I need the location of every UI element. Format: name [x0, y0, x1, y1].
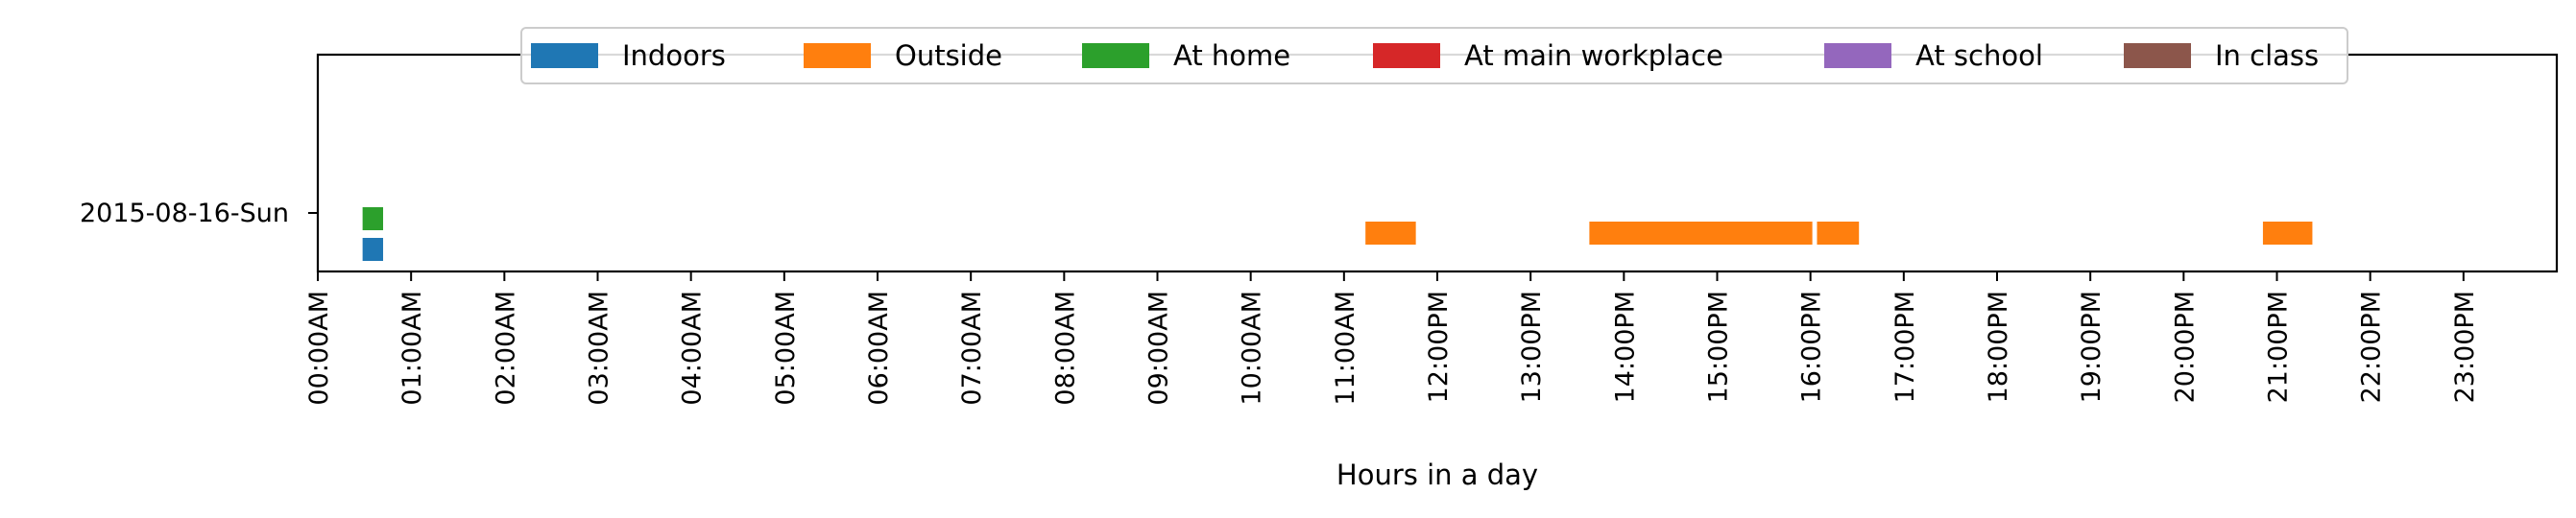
legend-swatch-indoors [531, 43, 598, 68]
legend-swatch-at-home [1082, 43, 1149, 68]
x-tick-label: 08:00AM [1050, 291, 1080, 406]
x-tick-label: 14:00PM [1610, 291, 1640, 403]
legend-swatch-at-main-workplace [1373, 43, 1440, 68]
x-tick-label: 01:00AM [397, 291, 427, 406]
legend: Indoors Outside At home At main workplace At… [520, 27, 2348, 84]
x-tick-label: 18:00PM [1984, 291, 2013, 403]
x-tick-label: 05:00AM [771, 291, 801, 406]
x-tick-label: 03:00AM [585, 291, 614, 406]
x-tick-label: 02:00AM [491, 291, 520, 406]
bar-outside-3 [2262, 222, 2313, 245]
legend-label-in-class: In class [2215, 39, 2319, 72]
x-tick-label: 10:00AM [1238, 291, 1267, 406]
x-tick-label: 21:00PM [2264, 291, 2294, 403]
x-tick-label: 12:00PM [1424, 291, 1454, 403]
plot-frame [316, 53, 2559, 273]
x-tick-label: 16:00PM [1797, 291, 1827, 403]
legend-label-at-school: At school [1915, 39, 2043, 72]
legend-label-at-home: At home [1173, 39, 1290, 72]
bar-outside-1 [1589, 222, 1813, 245]
bar-indoors-0 [362, 238, 384, 261]
x-tick-label: 07:00AM [957, 291, 987, 406]
legend-swatch-outside [804, 43, 871, 68]
x-tick-label: 06:00AM [864, 291, 894, 406]
x-tick-label: 11:00AM [1331, 291, 1360, 406]
x-tick-label: 17:00PM [1890, 291, 1920, 403]
x-tick-label: 15:00PM [1704, 291, 1734, 403]
x-axis-title: Hours in a day [1336, 459, 1538, 491]
x-tick-label: 00:00AM [304, 291, 334, 406]
bar-at-home-0 [362, 207, 384, 230]
x-tick-label: 13:00PM [1517, 291, 1547, 403]
legend-label-indoors: Indoors [622, 39, 726, 72]
bar-outside-2 [1817, 222, 1860, 245]
legend-label-at-main-workplace: At main workplace [1464, 39, 1723, 72]
x-tick-label: 09:00AM [1144, 291, 1174, 406]
x-tick-label: 04:00AM [678, 291, 708, 406]
legend-swatch-at-school [1824, 43, 1891, 68]
legend-swatch-in-class [2124, 43, 2191, 68]
bar-outside-0 [1365, 222, 1416, 245]
x-tick-label: 19:00PM [2077, 291, 2107, 403]
legend-label-outside: Outside [895, 39, 1002, 72]
x-tick-label: 20:00PM [2170, 291, 2200, 403]
x-tick-label: 23:00PM [2450, 291, 2480, 403]
x-tick-label: 22:00PM [2357, 291, 2387, 403]
y-tick-label: 2015-08-16-Sun [80, 199, 289, 228]
